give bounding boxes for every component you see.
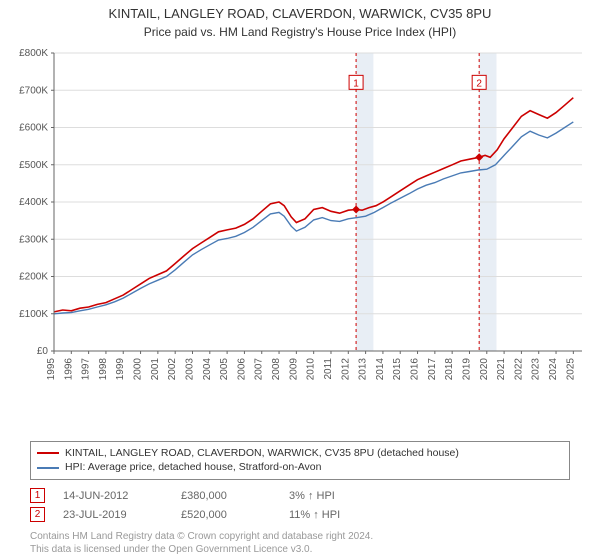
- svg-text:£500K: £500K: [19, 160, 48, 171]
- legend-label: KINTAIL, LANGLEY ROAD, CLAVERDON, WARWIC…: [65, 446, 459, 461]
- svg-text:2008: 2008: [271, 357, 282, 380]
- svg-text:£200K: £200K: [19, 271, 48, 282]
- svg-text:2017: 2017: [427, 357, 438, 380]
- svg-text:2015: 2015: [392, 357, 403, 380]
- svg-text:2025: 2025: [565, 357, 576, 380]
- svg-text:2014: 2014: [375, 357, 386, 380]
- svg-text:£800K: £800K: [19, 48, 48, 59]
- svg-text:£100K: £100K: [19, 309, 48, 320]
- transaction-price: £520,000: [181, 509, 271, 521]
- svg-text:2024: 2024: [548, 357, 559, 380]
- footer-line-1: Contains HM Land Registry data © Crown c…: [30, 530, 570, 543]
- svg-text:1999: 1999: [115, 357, 126, 380]
- svg-text:1: 1: [353, 78, 359, 89]
- legend-swatch: [37, 452, 59, 454]
- svg-text:1998: 1998: [98, 357, 109, 380]
- svg-text:£600K: £600K: [19, 122, 48, 133]
- transaction-badge: 2: [30, 507, 45, 522]
- footer-line-2: This data is licensed under the Open Gov…: [30, 543, 570, 556]
- chart-title: KINTAIL, LANGLEY ROAD, CLAVERDON, WARWIC…: [8, 6, 592, 23]
- svg-text:2023: 2023: [531, 357, 542, 380]
- svg-text:1997: 1997: [81, 357, 92, 380]
- transaction-row: 1 14-JUN-2012 £380,000 3% ↑ HPI: [30, 488, 570, 503]
- svg-text:2022: 2022: [513, 357, 524, 380]
- transaction-row: 2 23-JUL-2019 £520,000 11% ↑ HPI: [30, 507, 570, 522]
- svg-text:1996: 1996: [63, 357, 74, 380]
- transaction-badge: 1: [30, 488, 45, 503]
- svg-text:2021: 2021: [496, 357, 507, 380]
- legend: KINTAIL, LANGLEY ROAD, CLAVERDON, WARWIC…: [30, 441, 570, 480]
- chart-subtitle: Price paid vs. HM Land Registry's House …: [8, 25, 592, 39]
- svg-text:2001: 2001: [150, 357, 161, 380]
- svg-text:2002: 2002: [167, 357, 178, 380]
- svg-text:2004: 2004: [202, 357, 213, 380]
- svg-text:2005: 2005: [219, 357, 230, 380]
- svg-text:2000: 2000: [133, 357, 144, 380]
- svg-text:£700K: £700K: [19, 85, 48, 96]
- svg-text:2020: 2020: [479, 357, 490, 380]
- transaction-date: 14-JUN-2012: [63, 490, 163, 502]
- svg-text:1995: 1995: [46, 357, 57, 380]
- svg-text:£0: £0: [37, 346, 49, 357]
- legend-label: HPI: Average price, detached house, Stra…: [65, 460, 321, 475]
- svg-text:2007: 2007: [254, 357, 265, 380]
- svg-text:2009: 2009: [288, 357, 299, 380]
- svg-text:2019: 2019: [461, 357, 472, 380]
- svg-text:£400K: £400K: [19, 197, 48, 208]
- legend-swatch: [37, 467, 59, 469]
- legend-item: HPI: Average price, detached house, Stra…: [37, 460, 563, 475]
- svg-text:2018: 2018: [444, 357, 455, 380]
- transaction-delta: 3% ↑ HPI: [289, 490, 335, 502]
- svg-text:2006: 2006: [236, 357, 247, 380]
- line-chart: £0 £100K £200K £300K £400K £500K £600K £700K £80…: [8, 45, 592, 385]
- transaction-price: £380,000: [181, 490, 271, 502]
- svg-text:2016: 2016: [410, 357, 421, 380]
- svg-text:2003: 2003: [184, 357, 195, 380]
- transaction-date: 23-JUL-2019: [63, 509, 163, 521]
- legend-item: KINTAIL, LANGLEY ROAD, CLAVERDON, WARWIC…: [37, 446, 563, 461]
- footer-attribution: Contains HM Land Registry data © Crown c…: [30, 530, 570, 556]
- svg-text:2010: 2010: [306, 357, 317, 380]
- svg-text:£300K: £300K: [19, 234, 48, 245]
- svg-text:2: 2: [476, 78, 482, 89]
- chart-area: £0 £100K £200K £300K £400K £500K £600K £700K £80…: [8, 45, 592, 435]
- svg-text:2011: 2011: [323, 357, 334, 379]
- transaction-delta: 11% ↑ HPI: [289, 509, 340, 521]
- svg-text:2013: 2013: [358, 357, 369, 380]
- svg-text:2012: 2012: [340, 357, 351, 380]
